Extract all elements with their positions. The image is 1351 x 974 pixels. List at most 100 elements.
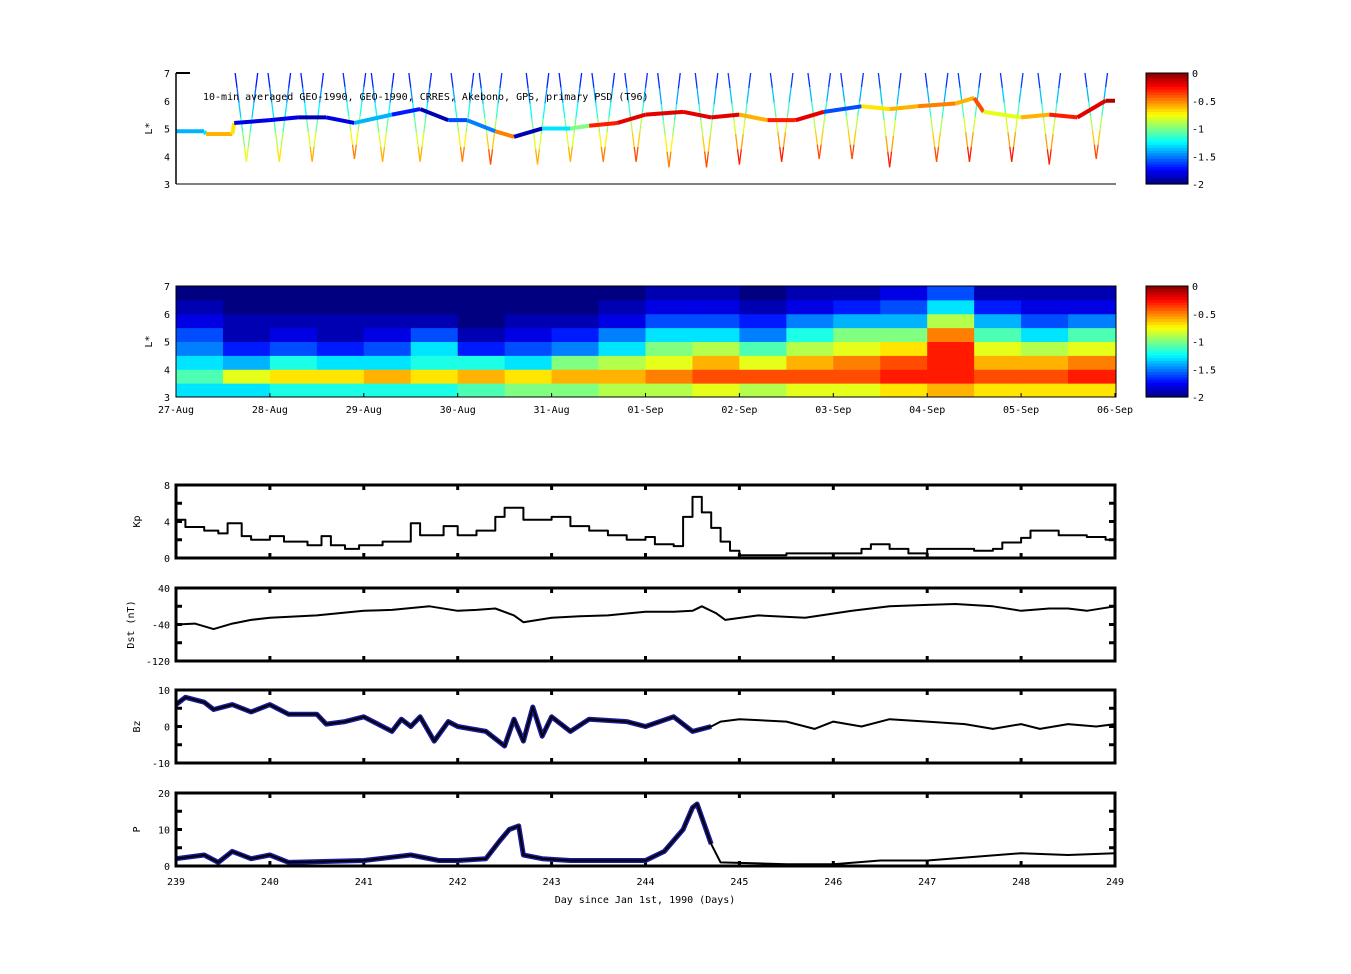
psd-track-segment (419, 107, 450, 123)
p-point (719, 861, 722, 864)
psd-dip-segment (269, 87, 273, 103)
psd-heatmap-colorbar-cell (1146, 394, 1188, 398)
psd-dip-segment (885, 135, 889, 152)
psd-traces-y-axis-label: L* (144, 122, 155, 134)
psd-dip-segment (602, 146, 606, 162)
psd-traces-colorbar-cell (1146, 92, 1188, 96)
psd-track-segment (513, 126, 543, 139)
psd-dip-segment (284, 102, 288, 118)
bz-point (212, 708, 215, 711)
psd-heatmap-cell (551, 299, 600, 315)
kp-point (607, 534, 609, 536)
psd-track-segment (983, 109, 1022, 120)
psd-dip-segment (454, 102, 458, 118)
psd-dip-segment (1001, 87, 1005, 103)
psd-track-segment (325, 115, 355, 125)
psd-heatmap-cell (645, 355, 693, 370)
psd-heatmap-x-tick-label: 05-Sep (1003, 405, 1039, 416)
psd-heatmap-cell (363, 369, 412, 384)
bz-point (963, 723, 966, 725)
psd-dip-segment (877, 72, 881, 89)
dst-point (475, 609, 478, 611)
psd-dip-segment (319, 87, 323, 103)
dst-point (757, 614, 759, 617)
psd-heatmap-cell (880, 341, 928, 356)
solar-wind-panels: 0 4 8 Kp -120 -40 40 Dst (nT) -10 0 10 Bz 0 10 20 P 239 2… (126, 481, 1124, 888)
psd-dip-segment (562, 102, 566, 118)
psd-traces-colorbar-cell (1146, 103, 1188, 107)
psd-heatmap-cell (551, 286, 600, 301)
psd-heatmap-colorbar-cell (1146, 349, 1188, 354)
psd-heatmap-colorbar-cell (1146, 324, 1188, 329)
kp-point (625, 538, 628, 541)
psd-dip-segment (635, 146, 639, 162)
kp-point (701, 511, 703, 514)
bz-point (400, 718, 403, 720)
psd-dip-segment (1103, 87, 1107, 102)
kp-point (1086, 536, 1088, 538)
psd-dip-segment (591, 72, 595, 88)
psd-heatmap-cell (645, 341, 693, 356)
bz-point (447, 720, 450, 723)
psd-dip-segment (814, 130, 818, 145)
bz-point (419, 715, 421, 718)
psd-track-segment (861, 104, 890, 112)
psd-heatmap-cell (692, 286, 740, 301)
psd-heatmap-cell (316, 327, 365, 342)
psd-dip-segment (978, 72, 982, 88)
psd-heatmap-x-tick-label: 31-Aug (534, 405, 570, 416)
psd-dip-segment (489, 149, 494, 165)
p-point (682, 828, 684, 831)
psd-dip-segment (1018, 87, 1022, 103)
psd-dip-segment (467, 102, 471, 118)
psd-dip-segment (478, 72, 482, 89)
dst-point (1048, 607, 1051, 610)
psd-traces-colorbar-cell (1146, 161, 1188, 166)
psd-traces-colorbar-cell (1146, 150, 1188, 155)
p-point (1067, 854, 1069, 856)
psd-dip-segment (1056, 88, 1060, 104)
psd-heatmap-cell (833, 313, 881, 329)
p-point (438, 859, 440, 862)
psd-heatmap-cell (176, 355, 224, 370)
psd-dip-segment (696, 88, 700, 105)
psd-dip-segment (840, 72, 844, 88)
psd-heatmap-cell (222, 341, 271, 356)
psd-heatmap-cell (833, 341, 881, 356)
psd-dip-segment (879, 88, 883, 105)
bz-point (513, 718, 515, 720)
kp-point (358, 544, 360, 547)
day-x-tick-label: 246 (824, 877, 842, 888)
kp-point (860, 548, 863, 550)
kp-point (240, 535, 243, 537)
psd-dip-segment (251, 102, 255, 118)
psd-dip-segment (892, 120, 896, 136)
psd-heatmap-cell (974, 355, 1022, 370)
kp-point (409, 522, 412, 525)
psd-heatmap-colorbar-cell (1146, 366, 1188, 370)
bz-line (175, 696, 1116, 747)
psd-track-segment (269, 115, 299, 123)
psd-heatmap-cell (645, 286, 693, 301)
psd-heatmap-x-tick-label: 30-Aug (440, 405, 476, 416)
psd-dip-segment (631, 132, 635, 148)
dst-point (607, 614, 609, 617)
psd-heatmap-cell (363, 299, 412, 315)
psd-heatmap-cell (739, 313, 787, 329)
psd-traces-colorbar-cell (1146, 75, 1188, 80)
psd-dip-segment (313, 132, 317, 148)
psd-dip-segment (288, 72, 292, 88)
psd-heatmap-cell (363, 355, 412, 370)
psd-track-segment (682, 109, 712, 120)
psd-dip-segment (677, 72, 681, 89)
p-point (508, 828, 511, 831)
bz-point (363, 715, 365, 718)
psd-dip-segment (525, 72, 529, 89)
psd-dip-segment (851, 144, 855, 160)
psd-heatmap-cell (457, 327, 506, 342)
p-point (696, 803, 698, 805)
bz-point (344, 720, 346, 723)
psd-dip-segment (415, 132, 419, 148)
psd-traces-colorbar-cell (1146, 139, 1188, 143)
psd-heatmap-colorbar-frame (1145, 285, 1189, 398)
